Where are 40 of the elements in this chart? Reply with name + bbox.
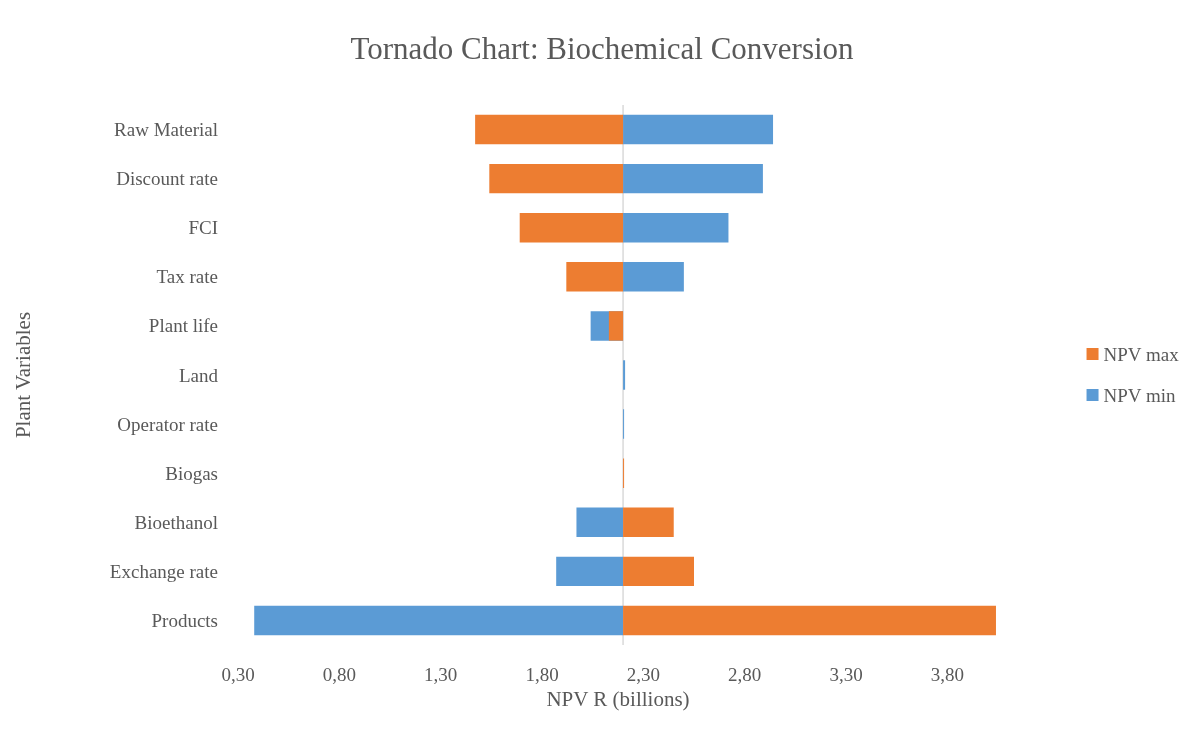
bar [623, 163, 763, 194]
bar [623, 360, 626, 390]
x-tick-label: 2,80 [728, 664, 762, 685]
y-tick-label: Operator rate [117, 413, 218, 435]
bar [254, 605, 624, 636]
y-tick-label: Bioethanol [134, 511, 218, 533]
bar [623, 556, 694, 587]
y-tick-label: Exchange rate [109, 560, 218, 582]
y-tick-label: Tax rate [156, 266, 218, 288]
legend-label: NPV max [1103, 343, 1180, 365]
y-tick-label: Raw Material [114, 119, 218, 141]
bar [623, 213, 729, 243]
y-tick-label: Land [178, 364, 219, 386]
x-tick-label: 3,80 [930, 664, 964, 685]
bar [623, 262, 684, 292]
bar [623, 114, 774, 145]
bar [566, 262, 624, 292]
x-tick-label: 0,80 [322, 664, 356, 685]
x-tick-label: 2,30 [626, 664, 660, 685]
bar [519, 213, 624, 243]
x-tick-label: 1,30 [424, 664, 458, 685]
y-tick-label: Plant life [148, 315, 218, 337]
bar [556, 556, 624, 587]
bar [623, 605, 996, 636]
x-tick-label: 1,80 [525, 664, 559, 685]
y-tick-label: FCI [188, 217, 218, 239]
bar [475, 114, 624, 145]
chart-title: Tornado Chart: Biochemical Conversion [350, 31, 855, 66]
x-tick-label: 3,30 [829, 664, 863, 685]
y-axis-title: Plant Variables [10, 311, 35, 439]
bar [576, 507, 624, 537]
bar [489, 163, 624, 194]
y-tick-label: Products [151, 609, 218, 631]
bar [608, 311, 624, 341]
legend-label: NPV min [1103, 384, 1176, 406]
bar [623, 507, 674, 537]
x-tick-label: 0,30 [221, 664, 255, 685]
x-axis-title: NPV R (billions) [546, 687, 690, 712]
y-tick-label: Biogas [165, 462, 218, 484]
y-tick-label: Discount rate [116, 168, 218, 190]
